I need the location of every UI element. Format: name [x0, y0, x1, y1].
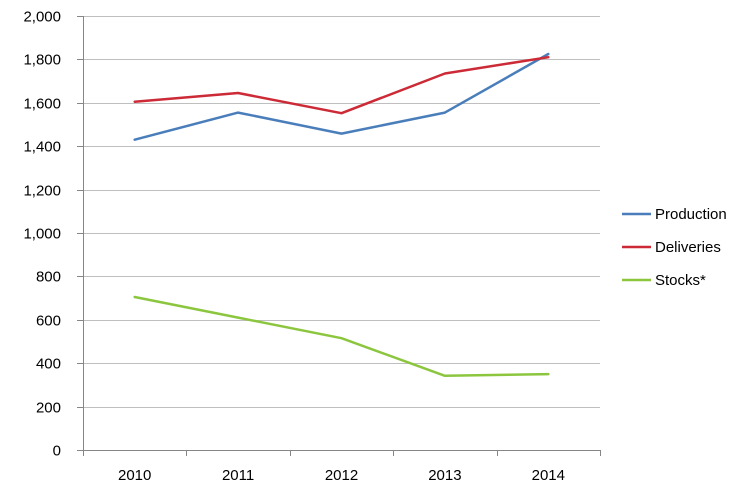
data-point-production-2011 — [236, 110, 241, 115]
y-tick-label-0: 0 — [53, 443, 61, 460]
y-tick-label-2000: 2,000 — [23, 9, 61, 26]
y-axis-tick-labels: 0 200 400 600 800 1,000 1,200 1,400 1,600 1,800 2,… — [23, 9, 61, 460]
data-point-deliveries-2011 — [236, 91, 241, 96]
series-line-deliveries — [133, 55, 550, 115]
data-point-deliveries-2012 — [339, 111, 344, 116]
x-axis-tick-labels: 2010 2011 2012 2013 2014 — [118, 467, 565, 484]
data-point-deliveries-2013 — [442, 71, 447, 76]
series-lines — [132, 52, 551, 378]
data-point-production-2010 — [132, 137, 137, 142]
y-tick-label-1800: 1,800 — [23, 52, 61, 69]
legend-label-deliveries: Deliveries — [655, 239, 721, 256]
data-point-production-2013 — [442, 110, 447, 115]
y-tick-label-400: 400 — [36, 356, 61, 373]
data-point-production-2012 — [339, 131, 344, 136]
x-tick-label-2012: 2012 — [325, 467, 358, 484]
data-point-stocks-2014 — [546, 372, 551, 377]
data-point-deliveries-2014 — [546, 55, 551, 60]
axes — [77, 16, 601, 456]
data-point-stocks-2010 — [132, 295, 137, 300]
legend: Production Deliveries Stocks* — [622, 206, 727, 289]
x-tick-label-2014: 2014 — [532, 467, 565, 484]
y-tick-label-1000: 1,000 — [23, 226, 61, 243]
y-tick-label-600: 600 — [36, 313, 61, 330]
y-tick-label-200: 200 — [36, 400, 61, 417]
data-point-deliveries-2010 — [132, 99, 137, 104]
y-tick-label-1600: 1,600 — [23, 96, 61, 113]
series-line-stocks — [133, 295, 550, 378]
data-point-stocks-2011 — [236, 315, 241, 320]
data-point-stocks-2013 — [442, 373, 447, 378]
x-tick-label-2010: 2010 — [118, 467, 151, 484]
data-point-stocks-2012 — [339, 336, 344, 341]
legend-label-production: Production — [655, 206, 727, 223]
series-line-production — [133, 52, 550, 141]
y-tick-label-1400: 1,400 — [23, 139, 61, 156]
x-tick-label-2011: 2011 — [222, 467, 254, 484]
y-tick-label-800: 800 — [36, 269, 61, 286]
gridlines — [83, 16, 600, 408]
legend-label-stocks: Stocks* — [655, 272, 706, 289]
y-tick-label-1200: 1,200 — [23, 183, 61, 200]
x-tick-label-2013: 2013 — [428, 467, 461, 484]
